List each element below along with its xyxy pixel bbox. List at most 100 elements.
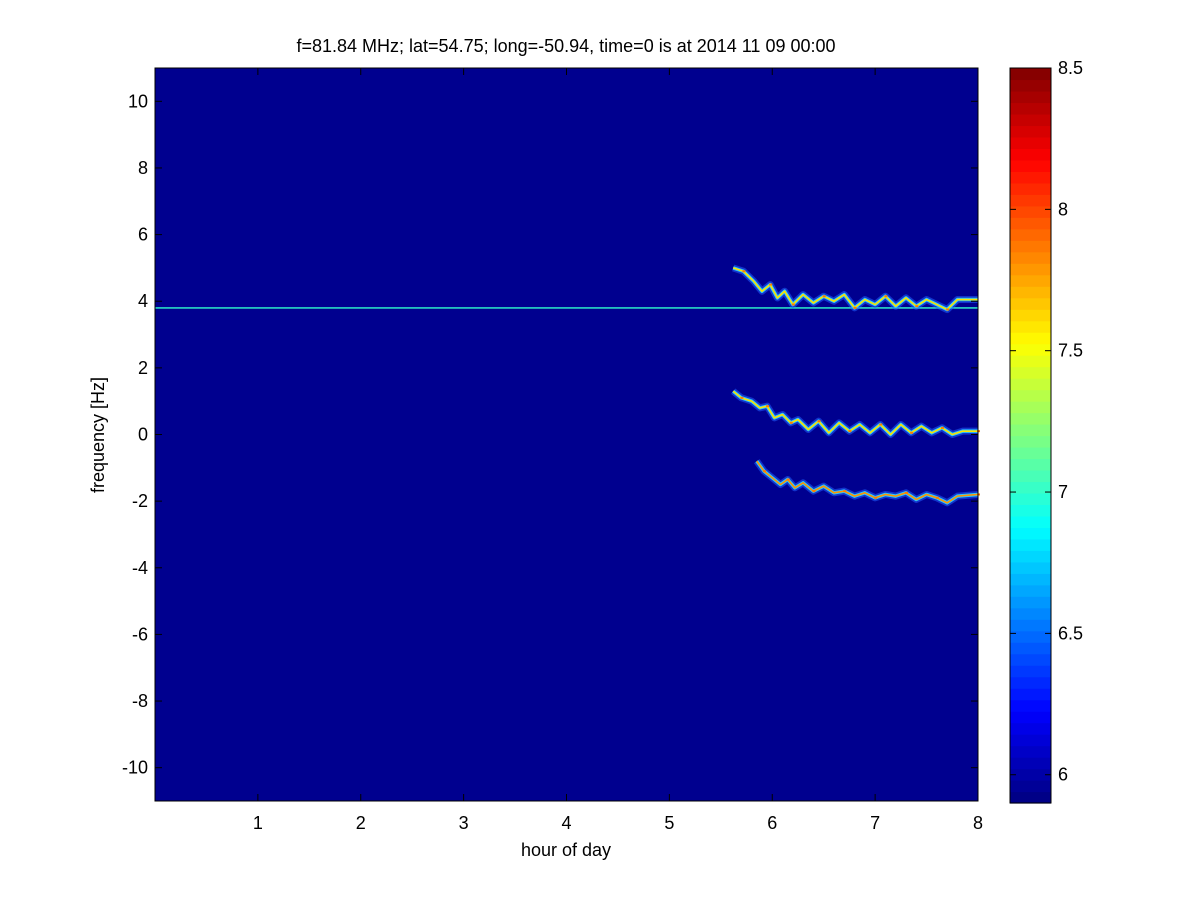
colorbar-swatch [1010, 515, 1051, 528]
colorbar-swatch [1010, 90, 1051, 104]
trace-peak-point [786, 478, 790, 481]
y-tick-label: -10 [122, 758, 148, 778]
colorbar-swatch [1010, 228, 1051, 241]
colorbar-swatch [1010, 171, 1051, 184]
colorbar-swatch [1010, 711, 1051, 724]
x-tick-label: 4 [561, 813, 571, 833]
colorbar-swatch [1010, 263, 1051, 276]
y-tick-label: 10 [128, 91, 148, 111]
colorbar-swatch [1010, 573, 1051, 586]
x-tick-label: 8 [973, 813, 983, 833]
colorbar-swatch [1010, 79, 1051, 92]
colorbar-swatch [1010, 550, 1051, 563]
x-axis: 1 2 3 4 5 6 7 8 [253, 68, 983, 833]
x-tick-label: 3 [459, 813, 469, 833]
colorbar-tick-label: 8.5 [1058, 58, 1083, 78]
y-tick-label: 4 [138, 291, 148, 311]
colorbar-swatch [1010, 527, 1051, 540]
trace-peak-point [940, 426, 944, 429]
colorbar-swatch [1010, 619, 1051, 632]
colorbar-swatch [1010, 768, 1051, 781]
colorbar-swatch [1010, 607, 1051, 620]
colorbar-swatch [1010, 584, 1051, 597]
x-tick-label: 7 [870, 813, 880, 833]
colorbar-swatch [1010, 757, 1051, 770]
y-tick-label: 0 [138, 425, 148, 445]
y-tick-label: -2 [132, 491, 148, 511]
x-tick-label: 6 [767, 813, 777, 833]
colorbar-swatch [1010, 665, 1051, 678]
colorbar-swatch [1010, 676, 1051, 689]
colorbar-ticks: 8.5 8 7.5 7 6.5 6 [1010, 58, 1083, 785]
trace-peak-point [763, 470, 767, 473]
trace-peak-point [915, 305, 919, 308]
colorbar-swatch [1010, 412, 1051, 425]
plot-area [154, 67, 980, 802]
colorbar-swatch [1010, 240, 1051, 253]
y-tick-label: 6 [138, 225, 148, 245]
trace-peak-point [874, 496, 878, 499]
x-axis-label: hour of day [521, 840, 611, 860]
colorbar-swatch [1010, 504, 1051, 517]
trace-peak-point [769, 283, 773, 286]
trace-peak-point [904, 491, 908, 494]
trace-peak-point [766, 405, 770, 408]
colorbar-swatch [1010, 343, 1051, 356]
chart-title: f=81.84 MHz; lat=54.75; long=-50.94, tim… [296, 36, 835, 56]
heatmap-background [155, 68, 978, 801]
colorbar: 8.5 8 7.5 7 6.5 6 [1009, 58, 1083, 804]
y-axis: 10 8 6 4 2 0 -2 -4 -6 -8 -10 [122, 91, 978, 778]
colorbar-swatch [1010, 642, 1051, 655]
colorbar-swatch [1010, 745, 1051, 758]
heatmap-traces [155, 264, 980, 507]
colorbar-swatch [1010, 159, 1051, 172]
colorbar-swatch [1010, 102, 1051, 115]
colorbar-swatch [1010, 366, 1051, 379]
colorbar-swatch [1010, 378, 1051, 391]
colorbar-gradient [1010, 68, 1051, 804]
colorbar-swatch [1010, 182, 1051, 195]
colorbar-swatch [1010, 722, 1051, 735]
y-tick-label: -4 [132, 558, 148, 578]
colorbar-swatch [1010, 251, 1051, 264]
colorbar-swatch [1010, 435, 1051, 448]
trace-peak-point [812, 490, 816, 493]
colorbar-swatch [1010, 538, 1051, 551]
colorbar-swatch [1010, 653, 1051, 666]
colorbar-swatch [1010, 734, 1051, 747]
colorbar-swatch [1010, 286, 1051, 299]
colorbar-swatch [1010, 446, 1051, 460]
trace-peak-point [946, 308, 950, 311]
colorbar-swatch [1010, 194, 1051, 207]
trace-peak-point [843, 490, 847, 493]
colorbar-swatch [1010, 699, 1051, 712]
y-tick-label: 2 [138, 358, 148, 378]
x-tick-label: 1 [253, 813, 263, 833]
x-tick-label: 2 [356, 813, 366, 833]
y-tick-label: -8 [132, 691, 148, 711]
trace-peak-point [910, 431, 914, 434]
colorbar-swatch [1010, 389, 1051, 402]
colorbar-swatch [1010, 688, 1051, 701]
colorbar-swatch [1010, 309, 1051, 322]
colorbar-tick-label: 8 [1058, 199, 1068, 219]
colorbar-tick-label: 7.5 [1058, 341, 1083, 361]
colorbar-swatch [1010, 113, 1051, 127]
colorbar-swatch [1010, 791, 1051, 804]
trace-peak-point [884, 295, 888, 298]
colorbar-swatch [1010, 561, 1051, 574]
colorbar-swatch [1010, 780, 1051, 793]
colorbar-swatch [1010, 401, 1051, 414]
colorbar-swatch [1010, 205, 1051, 218]
x-tick-label: 5 [664, 813, 674, 833]
trace-peak-point [740, 396, 744, 399]
colorbar-swatch [1010, 596, 1051, 609]
colorbar-tick-label: 6 [1058, 765, 1068, 785]
colorbar-tick-label: 7 [1058, 482, 1068, 502]
colorbar-swatch [1010, 320, 1051, 333]
trace-peak-point [853, 306, 857, 309]
colorbar-swatch [1010, 424, 1051, 437]
colorbar-swatch [1010, 332, 1051, 345]
colorbar-swatch [1010, 469, 1051, 483]
